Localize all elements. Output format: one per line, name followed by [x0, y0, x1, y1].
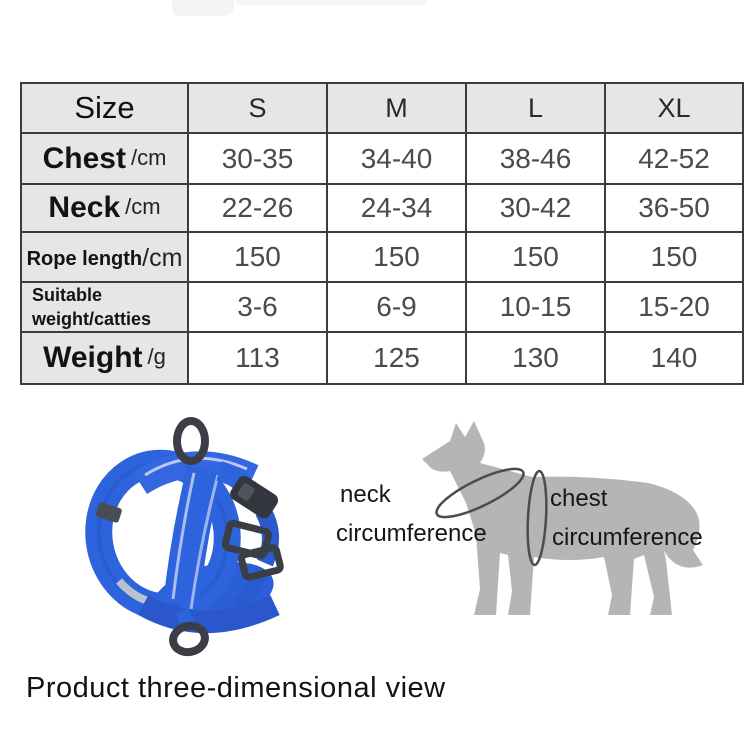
label-cell: Weight/g	[20, 331, 189, 385]
harness-belly-strap	[137, 594, 280, 633]
chest-circumference-label-line2: circumference	[552, 524, 703, 551]
cropped-image-remnant	[236, 0, 426, 5]
size-chart-table: Size S M L XL Chest/cm 30-35 34-40 38-46…	[20, 82, 744, 385]
value-cell: 38-46	[465, 132, 606, 185]
chest-circumference-label-line1: chest	[550, 485, 608, 512]
value-cell: 34-40	[326, 132, 467, 185]
header-cell-l: L	[465, 82, 606, 134]
harness-bottom-d-ring	[169, 621, 209, 657]
harness-side-adjuster	[237, 544, 284, 581]
value-cell: 150	[604, 231, 744, 283]
harness-product-image	[85, 417, 284, 657]
value-cell: 140	[604, 331, 744, 385]
row-label: Neck	[48, 191, 121, 224]
harness-top-d-ring	[173, 417, 209, 465]
label-cell: Chest/cm	[20, 132, 189, 185]
table-row-rope-length: Rope length/cm 150 150 150 150	[20, 231, 744, 283]
header-cell-m: M	[326, 82, 467, 134]
dog-measurement-diagram	[422, 421, 703, 615]
header-cell-xl: XL	[604, 82, 744, 134]
label-cell: Suitable weight/catties	[20, 281, 189, 333]
value-cell: 150	[465, 231, 606, 283]
harness-reflective-piping	[171, 472, 196, 600]
table-header-row: Size S M L XL	[20, 82, 744, 134]
value-cell: 130	[465, 331, 606, 385]
value-cell: 24-34	[326, 183, 467, 233]
label-cell: Rope length/cm	[20, 231, 189, 283]
value-cell: 3-6	[187, 281, 328, 333]
row-label-line2: weight/catties	[32, 309, 152, 329]
row-label: Weight	[43, 341, 143, 374]
row-unit: /g	[147, 344, 166, 369]
harness-chest-strap	[163, 464, 223, 607]
value-cell: 30-35	[187, 132, 328, 185]
row-label: Chest	[42, 141, 126, 175]
value-cell: 150	[326, 231, 467, 283]
row-label: Rope length	[26, 247, 143, 270]
value-cell: 150	[187, 231, 328, 283]
value-cell: 125	[326, 331, 467, 385]
row-unit: /cm	[130, 144, 167, 170]
label-cell: Neck/cm	[20, 183, 189, 233]
cropped-image-remnant	[172, 0, 234, 16]
page-caption: Product three-dimensional view	[26, 672, 446, 704]
table-row-weight: Weight/g 113 125 130 140	[20, 331, 744, 385]
table-row-chest: Chest/cm 30-35 34-40 38-46 42-52	[20, 132, 744, 185]
neck-circumference-label-line1: neck	[340, 481, 391, 508]
table-row-suitable-weight: Suitable weight/catties 3-6 6-9 10-15 15…	[20, 281, 744, 333]
harness-left-clip	[95, 502, 122, 523]
header-cell-s: S	[187, 82, 328, 134]
row-label-line1: Suitable	[32, 285, 103, 305]
harness-reflective-piping	[189, 474, 220, 610]
row-unit: /cm	[142, 243, 183, 272]
value-cell: 22-26	[187, 183, 328, 233]
value-cell: 113	[187, 331, 328, 385]
value-cell: 10-15	[465, 281, 606, 333]
chest-measure-ring	[526, 469, 548, 567]
value-cell: 30-42	[465, 183, 606, 233]
row-unit: /cm	[125, 194, 161, 219]
neck-circumference-label-line2: circumference	[336, 520, 487, 547]
value-cell: 6-9	[326, 281, 467, 333]
neck-measure-ring	[435, 467, 525, 519]
header-cell-size: Size	[20, 82, 189, 134]
value-cell: 36-50	[604, 183, 744, 233]
value-cell: 15-20	[604, 281, 744, 333]
dog-silhouette	[422, 421, 703, 615]
table-row-neck: Neck/cm 22-26 24-34 30-42 36-50	[20, 183, 744, 233]
value-cell: 42-52	[604, 132, 744, 185]
harness-buckle	[230, 475, 279, 519]
